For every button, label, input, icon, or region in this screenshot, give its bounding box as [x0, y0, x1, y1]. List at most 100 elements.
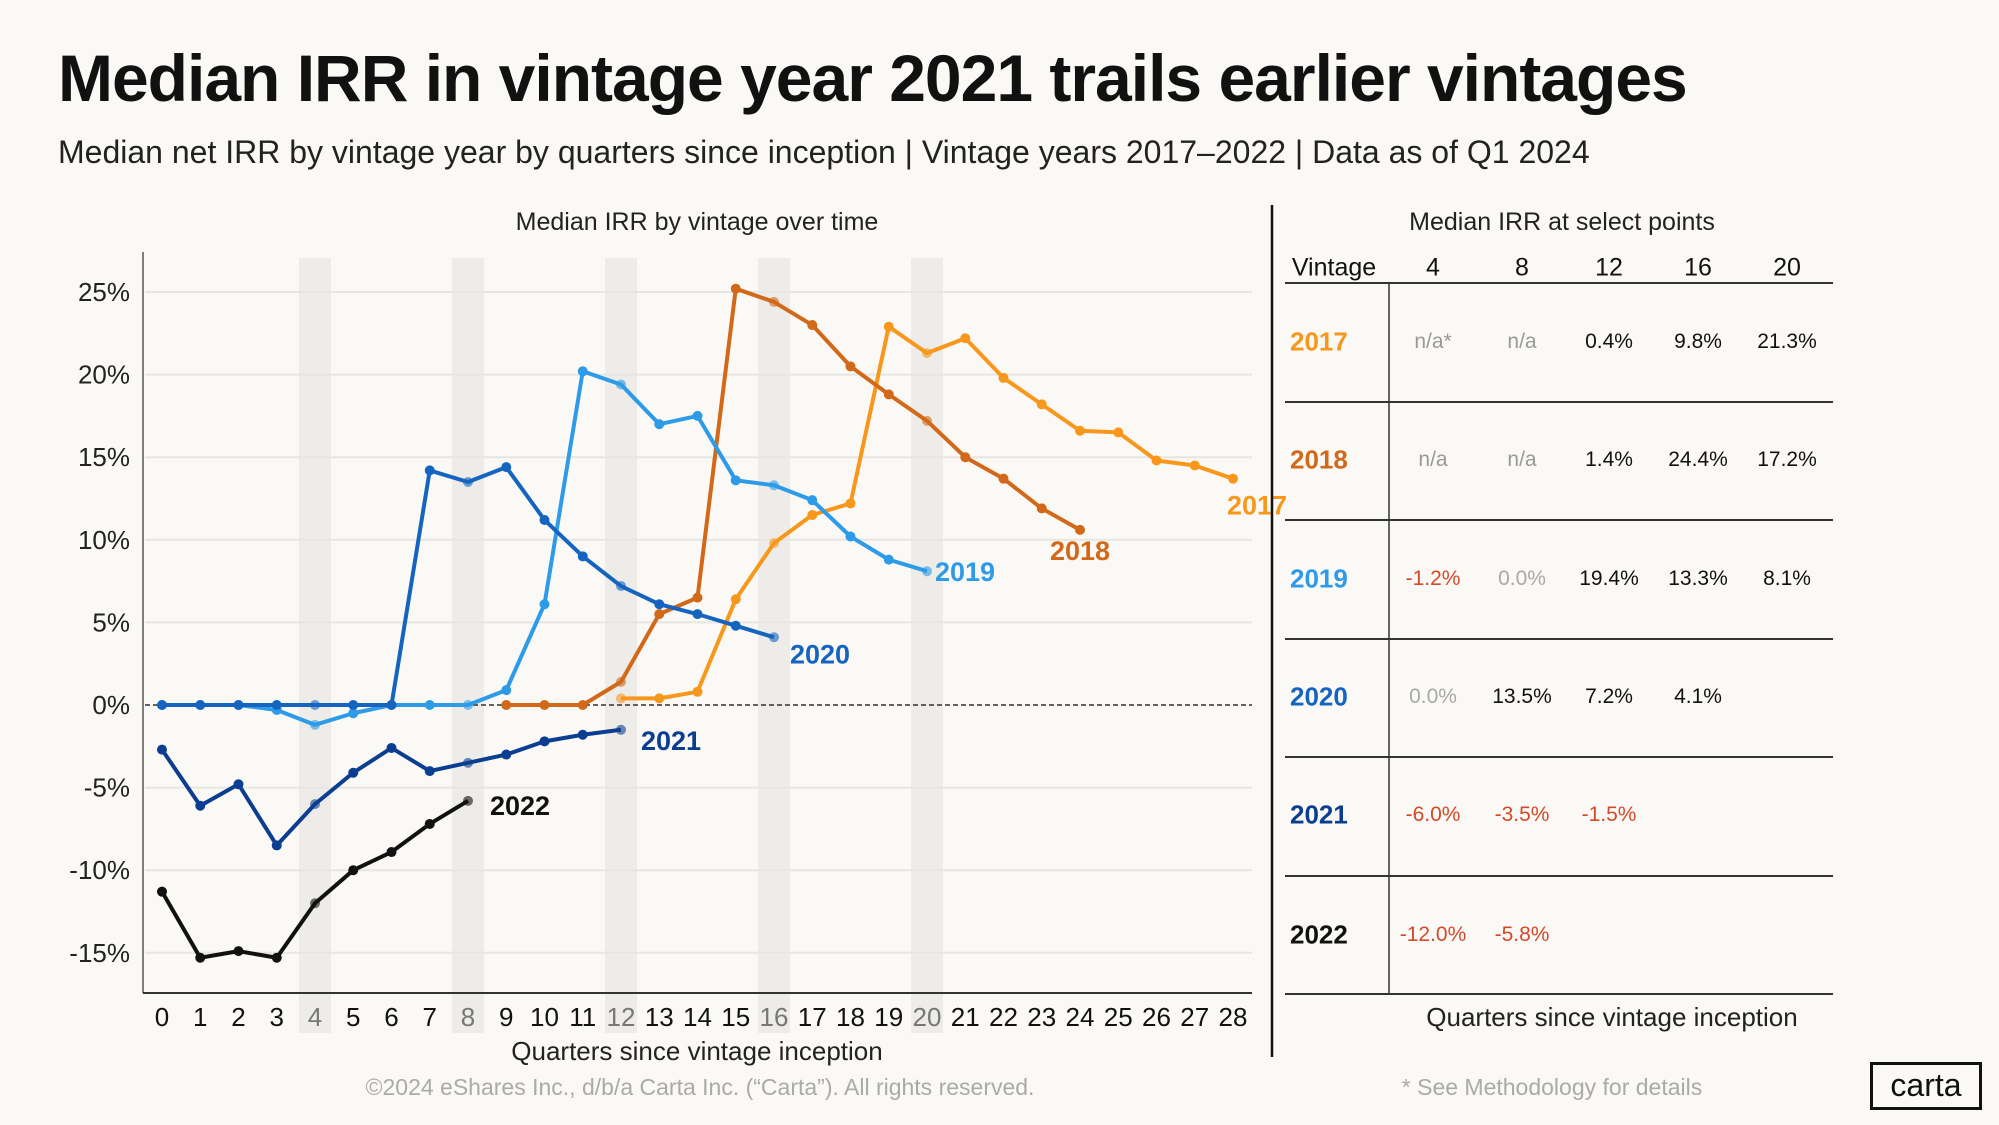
data-point: [960, 452, 971, 463]
x-tick-label: 21: [951, 1002, 980, 1032]
data-point: [386, 742, 397, 753]
data-point: [310, 700, 320, 710]
x-tick-label: 10: [530, 1002, 559, 1032]
series-label: 2017: [1227, 491, 1287, 521]
data-point: [157, 886, 167, 897]
table-cell: -5.8%: [1494, 923, 1550, 946]
table-vintage-label: 2022: [1290, 919, 1348, 950]
series-2018: 2018: [501, 283, 1110, 710]
data-point: [1113, 427, 1124, 438]
x-tick-label: 14: [683, 1002, 712, 1032]
page-subtitle: Median net IRR by vintage year by quarte…: [58, 134, 1590, 170]
data-point: [310, 719, 320, 730]
x-tick-label: 16: [760, 1002, 789, 1032]
data-point: [501, 749, 512, 760]
table-vintage-label: 2021: [1290, 799, 1348, 830]
y-tick-label: -5%: [84, 773, 130, 803]
table-title: Median IRR at select points: [1409, 208, 1715, 236]
chart-title: Median IRR by vintage over time: [515, 208, 879, 236]
data-point: [769, 480, 779, 491]
data-point: [960, 333, 971, 344]
table-vintage-label: 2020: [1290, 681, 1348, 712]
data-point: [1228, 473, 1238, 484]
x-tick-label: 11: [569, 1002, 596, 1032]
data-point: [922, 566, 932, 577]
table-cell: 19.4%: [1579, 567, 1639, 590]
table-cell: 1.4%: [1585, 448, 1633, 471]
x-tick-label: 19: [874, 1002, 903, 1032]
y-tick-label: 10%: [78, 525, 130, 555]
data-point: [271, 952, 282, 963]
table-header-quarter: 8: [1515, 253, 1529, 282]
x-tick-label: 1: [193, 1002, 207, 1032]
x-tick-label: 25: [1104, 1002, 1133, 1032]
x-tick-label: 3: [270, 1002, 284, 1032]
data-point: [424, 766, 435, 777]
data-point: [769, 296, 779, 307]
y-tick-label: 5%: [92, 607, 130, 637]
x-tick-label: 4: [308, 1002, 322, 1032]
x-tick-label: 27: [1180, 1002, 1209, 1032]
data-point: [922, 348, 932, 359]
data-point: [539, 599, 550, 610]
x-tick-label: 24: [1066, 1002, 1095, 1032]
data-point: [1151, 455, 1162, 466]
data-point: [616, 676, 626, 687]
table-cell: n/a: [1507, 448, 1537, 471]
data-point: [1075, 425, 1085, 436]
x-tick-label: 9: [499, 1002, 513, 1032]
data-point: [1036, 399, 1047, 410]
series-2021: 2021: [157, 724, 701, 851]
data-point: [1189, 460, 1200, 471]
x-tick-label: 20: [913, 1002, 942, 1032]
x-tick-label: 5: [346, 1002, 360, 1032]
y-tick-label: 15%: [78, 442, 130, 472]
data-point: [730, 475, 741, 486]
series-2017: 2017: [616, 321, 1287, 704]
highlight-band: [911, 258, 943, 1033]
y-tick-label: 25%: [78, 277, 130, 307]
data-point: [271, 840, 282, 851]
data-point: [348, 700, 359, 710]
carta-logo: carta: [1870, 1062, 1982, 1110]
table-vintage-label: 2018: [1290, 444, 1348, 475]
x-tick-label: 2: [231, 1002, 245, 1032]
table-cell: -1.2%: [1405, 567, 1461, 590]
x-tick-label: 23: [1027, 1002, 1056, 1032]
series-label: 2021: [641, 726, 701, 756]
x-tick-label: 15: [721, 1002, 750, 1032]
table-vintage-label: 2019: [1290, 563, 1348, 594]
data-point: [883, 554, 894, 565]
data-point: [654, 419, 665, 430]
data-point: [692, 592, 703, 603]
data-point: [463, 795, 473, 806]
data-point: [1036, 503, 1047, 514]
data-point: [845, 498, 856, 509]
table-cell: 0.4%: [1585, 330, 1633, 353]
data-point: [845, 531, 856, 542]
data-point: [616, 379, 626, 390]
data-point: [654, 609, 665, 620]
data-point: [577, 729, 588, 740]
highlight-band: [758, 258, 790, 1033]
x-tick-label: 0: [155, 1002, 169, 1032]
table-header-quarter: 16: [1684, 253, 1712, 282]
x-tick-label: 6: [384, 1002, 398, 1032]
data-point: [424, 465, 435, 476]
data-point: [654, 599, 665, 610]
data-point: [577, 551, 588, 562]
data-point: [730, 594, 741, 605]
table-cell: 13.5%: [1492, 685, 1552, 708]
data-point: [616, 724, 626, 735]
data-point: [539, 736, 550, 747]
x-tick-label: 26: [1142, 1002, 1171, 1032]
x-tick-label: 13: [645, 1002, 674, 1032]
table-cell: -6.0%: [1405, 803, 1461, 826]
data-point: [271, 700, 282, 710]
data-point: [501, 685, 512, 696]
series-line: [162, 369, 928, 727]
data-point: [195, 800, 206, 811]
data-point: [845, 361, 856, 372]
x-tick-label: 17: [798, 1002, 827, 1032]
